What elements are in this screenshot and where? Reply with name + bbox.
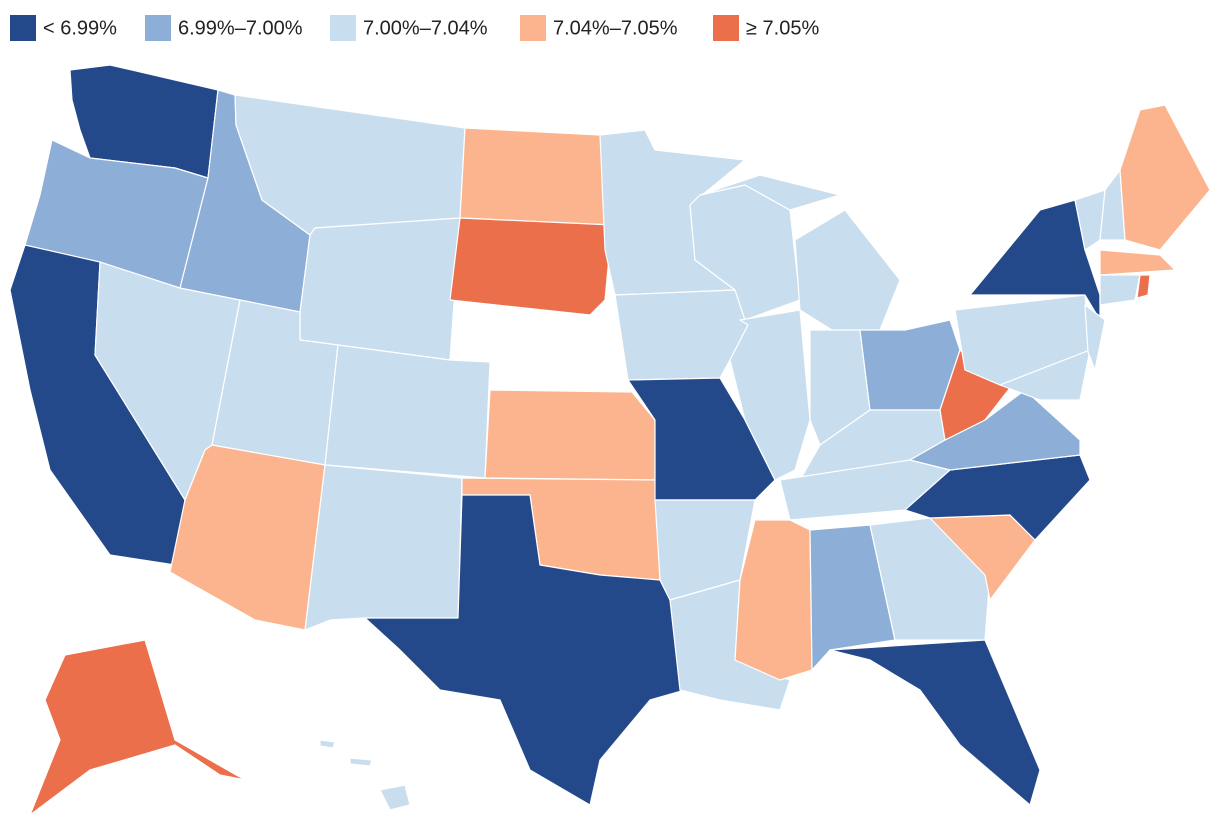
state [699,174,841,211]
state [29,639,246,816]
legend-swatch [713,15,739,41]
state [729,309,811,481]
legend-label: 7.04%–7.05% [553,17,678,39]
state [969,199,1101,321]
state [829,639,1041,806]
state [379,784,411,811]
state [319,739,336,749]
state [627,377,776,501]
legend: < 6.99% 6.99%–7.00% 7.00%–7.04% 7.04%–7.05%… [10,15,819,41]
state [1099,249,1176,276]
legend-swatch [520,15,546,41]
legend-swatch [330,15,356,41]
legend-label: 6.99%–7.00% [178,17,303,39]
state [349,757,373,767]
state [304,464,463,631]
state [1119,104,1211,251]
state [809,524,896,671]
state [999,349,1091,401]
legend-label: ≥ 7.05% [746,17,819,39]
legend-swatch [10,15,36,41]
state [614,289,749,381]
state [459,127,613,226]
states [9,64,1211,816]
state [484,389,656,481]
state [299,217,461,361]
legend-label: < 6.99% [43,17,117,39]
legend-swatch [145,15,171,41]
state [1084,304,1106,371]
state [364,494,686,806]
state [794,209,901,336]
state [449,217,613,316]
state [324,344,491,479]
state [1099,274,1141,306]
legend-label: 7.00%–7.04% [363,17,488,39]
state [1136,274,1151,299]
